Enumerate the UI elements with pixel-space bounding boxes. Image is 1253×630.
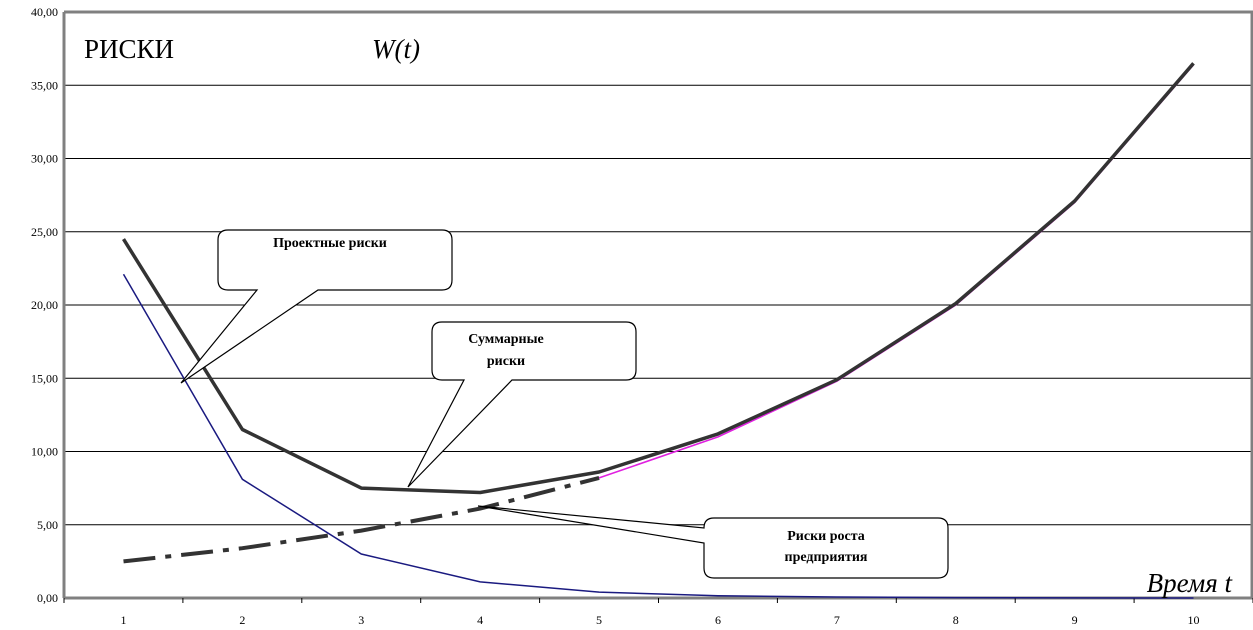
y-tick-label: 10,00 [31, 445, 58, 459]
x-tick-label: 4 [477, 613, 483, 627]
callout-total-label-line2: риски [487, 354, 525, 369]
series-growth-risks-dashed [123, 475, 600, 564]
callout-project-label: Проектные риски [273, 236, 387, 251]
y-tick-label: 35,00 [31, 78, 58, 92]
series-total-risks [122, 62, 1195, 495]
callout-total-risks: Суммарные риски [407, 321, 637, 488]
callout-growth-label-line2: предприятия [785, 550, 868, 565]
x-tick-label: 2 [239, 613, 245, 627]
x-tick-label: 1 [120, 613, 126, 627]
y-tick-label: 30,00 [31, 152, 58, 166]
callout-project-risks: Проектные риски [180, 229, 453, 384]
series-growth-risks-solid [598, 64, 1195, 479]
callout-growth-label-line1: Риски роста [787, 529, 865, 544]
x-tick-label: 6 [715, 613, 721, 627]
y-tick-label: 15,00 [31, 371, 58, 385]
callout-total-label-line1: Суммарные [468, 332, 544, 347]
y-tick-label: 40,00 [31, 5, 58, 19]
callout-growth-risks: Риски роста предприятия [477, 505, 949, 579]
x-tick-label: 9 [1072, 613, 1078, 627]
x-tick-label: 3 [358, 613, 364, 627]
x-axis-label: Время t [1147, 568, 1234, 598]
series-project-risks [122, 273, 1194, 599]
chart-subtitle: W(t) [372, 34, 420, 64]
x-tick-label: 7 [834, 613, 840, 627]
y-tick-label: 5,00 [37, 518, 58, 532]
y-tick-label: 25,00 [31, 225, 58, 239]
x-tick-label: 5 [596, 613, 602, 627]
x-tick-label: 10 [1188, 613, 1200, 627]
series-lines [122, 62, 1195, 599]
y-tick-label: 0,00 [37, 591, 58, 605]
x-tick-labels: 1 2 3 4 5 6 7 8 9 10 [120, 613, 1199, 627]
y-tick-label: 20,00 [31, 298, 58, 312]
x-tick-label: 8 [953, 613, 959, 627]
grid-lines [64, 84, 1253, 526]
chart-title: РИСКИ [84, 34, 174, 64]
y-tick-labels: 0,00 5,00 10,00 15,00 20,00 25,00 30,00 35,00 40… [31, 5, 58, 605]
